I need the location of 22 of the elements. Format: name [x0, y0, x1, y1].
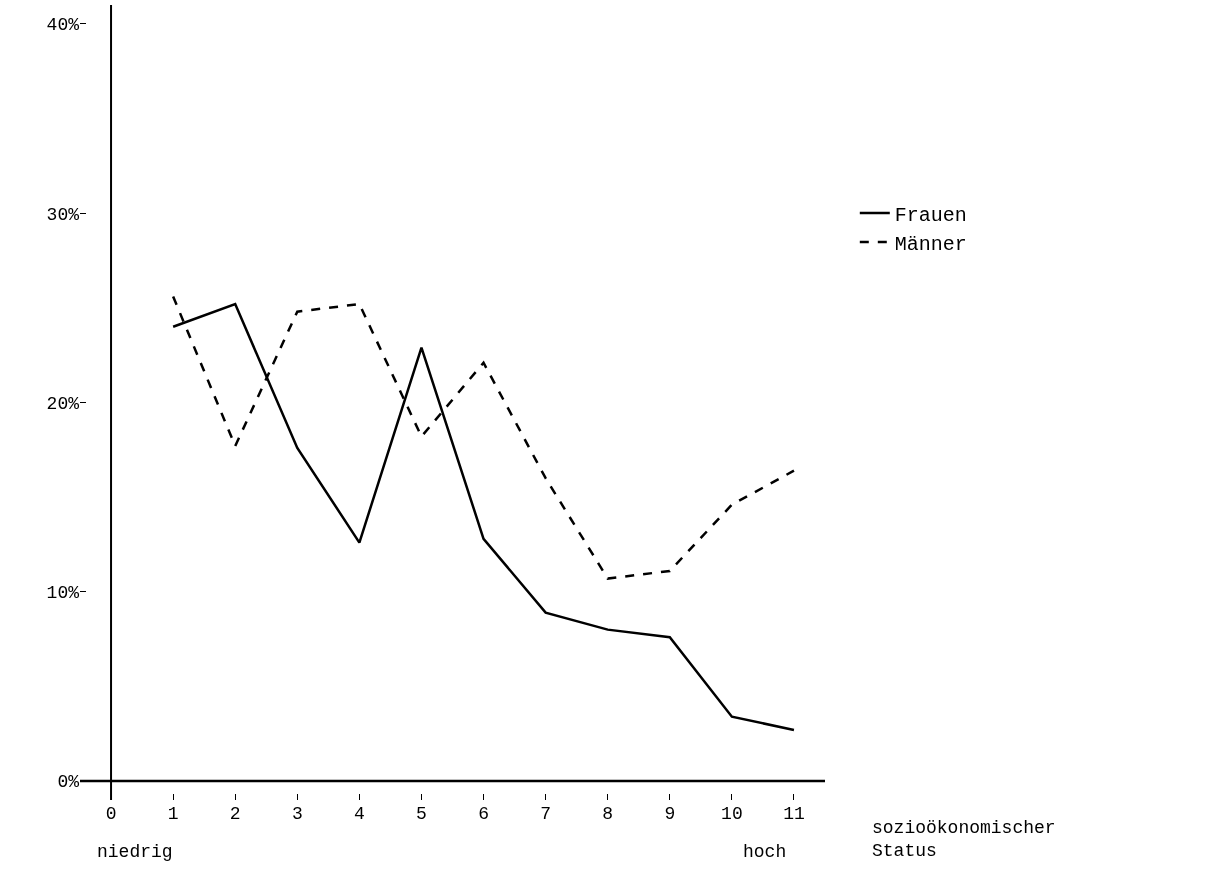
x-axis-title: sozioökonomischer Status — [872, 818, 1056, 862]
legend-label: Frauen — [894, 203, 967, 227]
x-tick-label: 9 — [664, 804, 676, 824]
y-tick-label: 40% — [46, 15, 80, 36]
x-tick-label: 4 — [353, 804, 365, 824]
x-tick-label: 7 — [540, 804, 552, 824]
x-tick-label: 10 — [721, 804, 743, 824]
legend-label: Männer — [894, 232, 967, 256]
text: hoch — [743, 842, 787, 862]
x-tick-label: 1 — [167, 804, 179, 824]
y-tick-label: 0% — [57, 772, 80, 793]
text: niedrig — [97, 842, 173, 862]
x-tick-label: 11 — [783, 804, 805, 824]
x-tick-label: 0 — [105, 804, 117, 824]
x-tick-label: 5 — [416, 804, 427, 824]
y-tick-label: 30% — [46, 204, 80, 225]
x-tick-label: 8 — [602, 804, 614, 824]
x-tick-label: 6 — [478, 804, 489, 824]
x-tick-label: 3 — [291, 804, 303, 824]
x-tick-label: 2 — [229, 804, 241, 824]
y-tick-label: 20% — [46, 393, 80, 414]
y-tick-label: 10% — [46, 583, 80, 604]
